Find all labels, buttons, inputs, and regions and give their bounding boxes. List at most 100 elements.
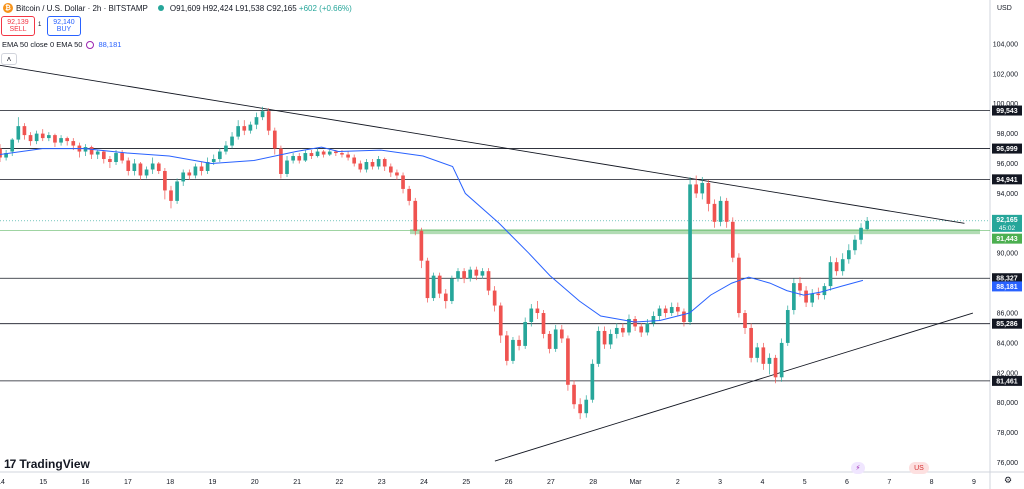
candle-body — [59, 138, 63, 143]
candle-body — [376, 159, 381, 167]
candle-body — [517, 339, 521, 346]
sell-price: 92,139 — [7, 19, 29, 26]
candle-body — [89, 147, 94, 155]
indicator-settings-icon[interactable] — [86, 40, 95, 49]
candle-body — [291, 156, 295, 161]
level-tag — [992, 273, 1022, 284]
candle-body — [511, 339, 515, 361]
candle-body — [627, 318, 631, 333]
candle-body — [767, 357, 772, 364]
candle-body — [260, 111, 265, 118]
candle-body — [443, 293, 448, 302]
candle-body — [242, 126, 247, 131]
price-tick-label: 76,000 — [997, 460, 1019, 467]
time-tick-label: 15 — [39, 479, 47, 486]
time-tick-label: 20 — [251, 479, 259, 486]
candle-body — [682, 311, 686, 322]
last-price-tag — [992, 214, 1022, 232]
candle-body — [834, 262, 839, 272]
level-tag-label: 94,941 — [996, 177, 1018, 184]
level-tag-label: 85,286 — [996, 321, 1018, 328]
time-tick-label: 21 — [293, 479, 301, 486]
candle-body — [16, 126, 21, 140]
candle-body — [468, 269, 473, 279]
candle-body — [572, 384, 576, 405]
candle-body — [150, 163, 155, 170]
level-tag-label: 81,461 — [996, 378, 1018, 385]
candle-body — [22, 126, 27, 136]
candle-body — [28, 135, 33, 142]
candle-body — [566, 338, 570, 385]
candle-body — [669, 307, 674, 314]
trendline — [0, 64, 965, 224]
support-zone — [0, 229, 990, 235]
price-change: +602 (+0.66%) — [298, 3, 352, 13]
candle-body — [279, 148, 283, 174]
buy-button[interactable]: 92,140 BUY — [47, 16, 81, 36]
time-tick-label: 16 — [82, 479, 90, 486]
market-open-dot-icon — [157, 5, 164, 11]
collapse-legend-button[interactable]: ˄ — [1, 53, 17, 65]
candle-body — [840, 259, 845, 272]
candle-body — [340, 153, 344, 155]
indicator-legend[interactable]: EMA 50 close 0 EMA 50 88,181 — [2, 40, 121, 49]
candle-body — [761, 347, 766, 364]
tradingview-logo-icon: 17 — [4, 457, 16, 471]
support-tag — [992, 233, 1022, 244]
price-tick-label: 90,000 — [997, 251, 1019, 258]
candle-body — [730, 221, 735, 258]
candle-body — [95, 151, 100, 155]
candle-body — [828, 262, 833, 287]
us-flag-icon[interactable]: US — [909, 462, 929, 474]
time-tick-label: 24 — [420, 479, 428, 486]
bitcoin-icon: ₿ — [3, 3, 13, 13]
candle-body — [303, 153, 308, 161]
time-tick-label: 22 — [336, 479, 344, 486]
candle-body — [706, 182, 711, 204]
tradingview-logo[interactable]: 17 TradingView — [4, 457, 90, 471]
candle-body — [749, 327, 753, 358]
time-tick-label: 28 — [589, 479, 597, 486]
candle-body — [431, 275, 436, 299]
candle-body — [498, 305, 503, 336]
candle-body — [773, 357, 778, 378]
candle-body — [529, 308, 534, 322]
price-tick-label: 100,000 — [993, 101, 1018, 108]
candle-body — [578, 404, 582, 414]
time-axis: 141516171819202122232425262728Mar2345678… — [0, 479, 976, 486]
lightning-icon[interactable]: ⚡ — [851, 462, 865, 474]
candle-body — [364, 162, 369, 170]
candle-body — [785, 310, 790, 343]
candle-body — [297, 156, 302, 161]
candle-body — [505, 335, 509, 361]
candle-body — [541, 313, 546, 334]
candle-body — [315, 151, 320, 157]
symbol-title[interactable]: Bitcoin / U.S. Dollar · 2h · BITSTAMP — [16, 3, 148, 13]
candle-body — [334, 151, 338, 154]
candle-body — [108, 159, 112, 163]
candle-body — [175, 181, 179, 201]
candle-body — [614, 327, 619, 334]
candle-body — [388, 166, 393, 173]
currency-label[interactable]: USD — [997, 5, 1012, 12]
ema-tag — [992, 281, 1022, 292]
candle-body — [602, 330, 607, 345]
candle-body — [547, 333, 552, 349]
candle-body — [370, 162, 375, 167]
candle-body — [65, 138, 70, 142]
time-tick-label: 23 — [378, 479, 386, 486]
candle-body — [608, 333, 613, 345]
candle-body — [657, 308, 662, 317]
candle-body — [266, 111, 271, 131]
sell-button[interactable]: 92,139 SELL — [1, 16, 35, 36]
candle-body — [419, 230, 424, 261]
level-tag — [992, 375, 1022, 386]
candle-body — [737, 257, 741, 314]
level-tag — [992, 105, 1022, 116]
candle-body — [181, 172, 186, 182]
trendlines — [0, 64, 974, 462]
time-tick-label: 3 — [718, 479, 722, 486]
gear-icon[interactable]: ⚙ — [1004, 475, 1013, 485]
